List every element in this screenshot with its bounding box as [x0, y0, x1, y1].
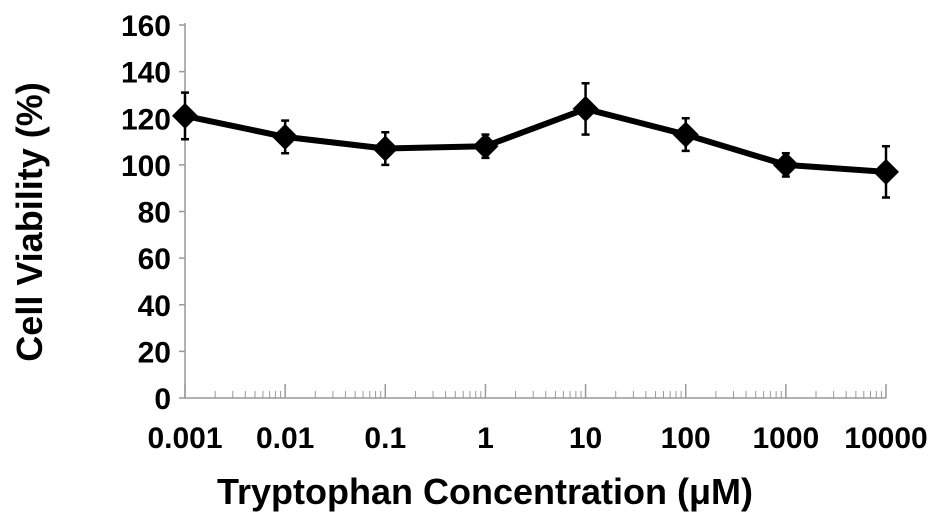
- data-point-marker: [272, 123, 299, 150]
- data-point-marker: [873, 158, 899, 185]
- y-axis-title: Cell Viability (%): [9, 82, 50, 361]
- x-tick-label: 1000: [752, 422, 819, 455]
- series-line: [184, 105, 887, 175]
- y-tick-label: 40: [138, 290, 171, 323]
- data-point-marker: [672, 121, 699, 148]
- x-tick-label: 0.1: [364, 422, 406, 455]
- y-tick-label: 80: [138, 197, 171, 230]
- data-point-marker: [472, 133, 499, 160]
- y-tick-label: 100: [121, 150, 171, 183]
- x-axis-title: Tryptophan Concentration (μM): [217, 471, 753, 512]
- x-tick-label: 0.01: [256, 422, 314, 455]
- x-tick-label: 1: [477, 422, 494, 455]
- y-tick-label: 160: [121, 10, 171, 43]
- data-point-marker: [172, 102, 198, 129]
- axes: [179, 23, 887, 399]
- y-tick-label: 20: [138, 336, 171, 369]
- y-tick-label: 60: [138, 243, 171, 276]
- data-point-marker: [372, 135, 399, 162]
- x-tick-labels: 0.001 0.01 0.1 1 10 100 1000 10000: [147, 422, 927, 455]
- y-tick-labels: 0 20 40 60 80 100 120 140 160: [121, 10, 171, 416]
- x-tick-label: 0.001: [147, 422, 222, 455]
- x-tick-label: 10000: [844, 422, 927, 455]
- y-tick-label: 120: [121, 103, 171, 136]
- x-tick-label: 10: [569, 422, 602, 455]
- x-tick-label: 100: [661, 422, 711, 455]
- y-tick-label: 0: [154, 383, 171, 416]
- data-point-marker: [572, 95, 599, 122]
- data-point-marker: [772, 151, 799, 178]
- y-tick-label: 140: [121, 57, 171, 90]
- data-series: [172, 82, 899, 199]
